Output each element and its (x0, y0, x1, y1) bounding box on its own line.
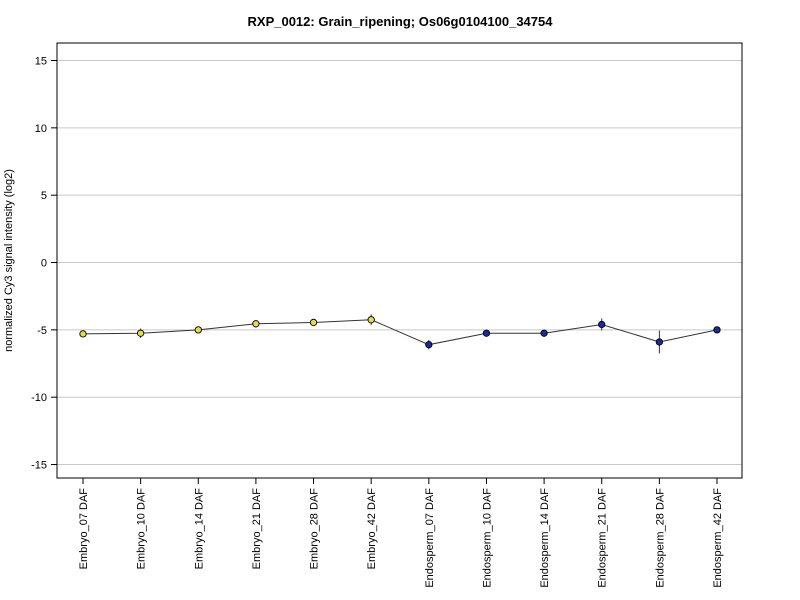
x-tick-label: Endosperm_10 DAF (481, 488, 493, 588)
y-axis-label: normalized Cy3 signal intensity (log2) (3, 169, 15, 352)
x-tick-label: Embryo_28 DAF (309, 488, 321, 570)
y-tick-label: -15 (31, 460, 47, 472)
x-tick-label: Embryo_42 DAF (366, 488, 378, 570)
x-tick-label: Endosperm_07 DAF (424, 488, 436, 588)
data-point (194, 326, 202, 334)
error-bar-group (82, 314, 718, 354)
x-tick-label: Embryo_21 DAF (251, 488, 263, 570)
x-tick-label: Embryo_07 DAF (78, 488, 90, 570)
y-tick-label: 5 (41, 190, 47, 202)
data-point (655, 338, 664, 346)
data-point (79, 330, 87, 338)
y-tick-label: -10 (31, 392, 47, 404)
y-axis: -15 -10 -5 0 5 10 15 (31, 56, 57, 472)
y-tick-label: 0 (41, 258, 47, 270)
data-point (482, 329, 491, 337)
x-tick-label: Endosperm_21 DAF (597, 488, 609, 588)
x-tick-label: Embryo_14 DAF (193, 488, 205, 570)
data-point (136, 329, 145, 337)
data-point (252, 320, 260, 328)
x-tick-label: Endosperm_42 DAF (712, 488, 724, 588)
grid-lines (57, 60, 742, 466)
plot-frame (56, 42, 743, 479)
x-axis: Embryo_07 DAF Embryo_10 DAF Embryo_14 DAF E… (78, 478, 724, 588)
data-point (425, 341, 433, 349)
x-tick-label: Embryo_10 DAF (136, 488, 148, 570)
series-line (82, 319, 718, 346)
data-point (713, 326, 721, 334)
x-tick-label: Endosperm_28 DAF (654, 488, 666, 588)
y-tick-label: 10 (35, 123, 47, 135)
data-point-group (79, 316, 721, 349)
data-point (598, 320, 606, 329)
x-tick-label: Endosperm_14 DAF (539, 488, 551, 588)
data-point (309, 318, 318, 327)
y-tick-label: -5 (37, 325, 47, 337)
y-tick-label: 15 (35, 56, 47, 68)
data-point (367, 316, 375, 324)
chart-title: RXP_0012: Grain_ripening; Os06g0104100_3… (248, 14, 554, 29)
series-line-group (82, 319, 718, 346)
data-point (540, 329, 548, 337)
